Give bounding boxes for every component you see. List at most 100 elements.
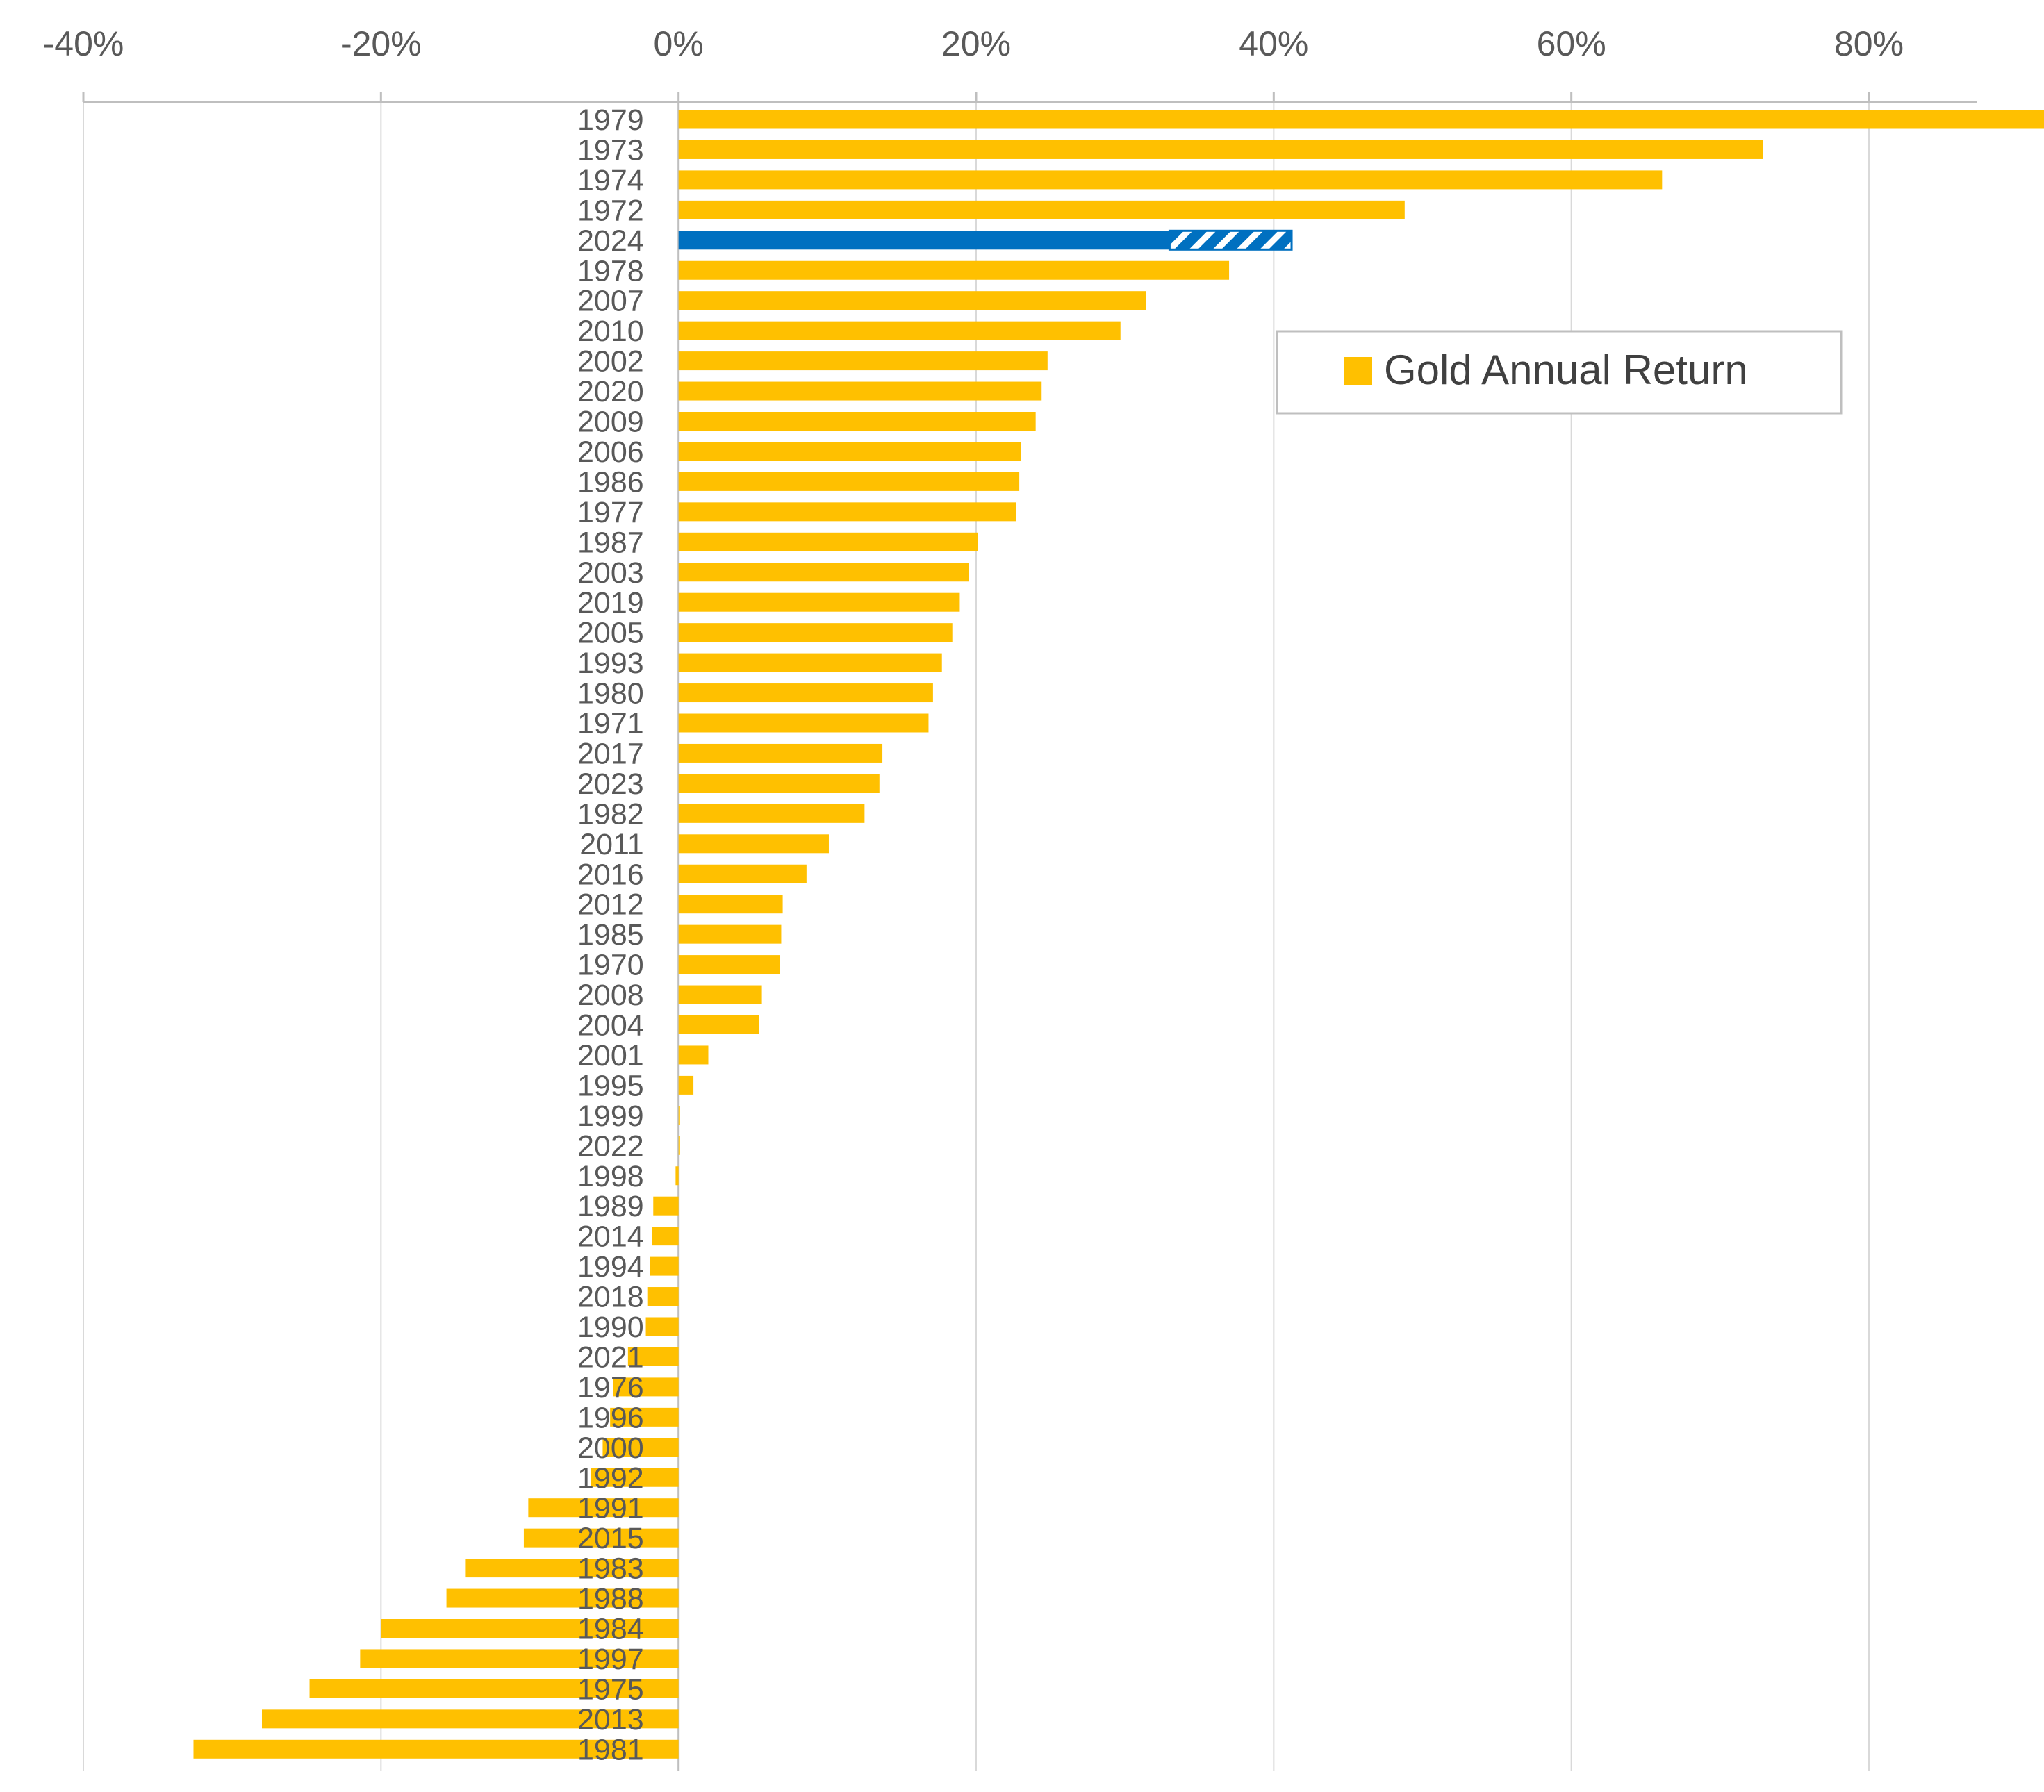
bar-1977 <box>678 502 1016 522</box>
bar-1984 <box>381 1619 679 1638</box>
bar-1986 <box>678 472 1020 491</box>
category-label: 2012 <box>577 888 644 922</box>
category-label: 1980 <box>577 677 644 711</box>
category-label: 2013 <box>577 1703 644 1736</box>
bar-2006 <box>678 442 1021 461</box>
category-label: 1979 <box>577 103 644 137</box>
bar-2009 <box>678 412 1036 431</box>
category-label: 1970 <box>577 949 644 982</box>
category-label: 2008 <box>577 979 644 1012</box>
category-label: 1974 <box>577 164 644 197</box>
bar-2016 <box>678 864 807 883</box>
category-label: 1973 <box>577 133 644 167</box>
bar-2012 <box>678 895 783 914</box>
category-label: 1998 <box>577 1160 644 1193</box>
bar-1970 <box>678 955 780 974</box>
category-label: 2019 <box>577 586 644 620</box>
category-labels: 1979197319741972202419782007201020022020… <box>577 103 644 1766</box>
bar-1989 <box>653 1196 679 1216</box>
bar-1980 <box>678 683 933 703</box>
bar-2014 <box>652 1227 679 1246</box>
category-label: 1978 <box>577 254 644 288</box>
category-label: 1991 <box>577 1492 644 1525</box>
bar-2018 <box>647 1287 679 1306</box>
bar-1971 <box>678 713 929 733</box>
category-label: 1988 <box>577 1582 644 1616</box>
category-label: 1976 <box>577 1371 644 1404</box>
x-axis: -40%-20%0%20%40%60%80%100%120% <box>43 24 1977 103</box>
category-label: 1985 <box>577 918 644 952</box>
bar-1987 <box>678 532 978 551</box>
bar-2005 <box>678 623 953 642</box>
bar-1976 <box>613 1377 679 1397</box>
bar-2024 <box>678 231 1170 250</box>
bar-1990 <box>645 1317 679 1336</box>
category-label: 1992 <box>577 1461 644 1495</box>
x-tick-label: 80% <box>1834 24 1904 63</box>
bar-1996 <box>610 1407 679 1427</box>
bars <box>193 110 2044 1759</box>
bar-1983 <box>465 1559 679 1578</box>
category-label: 2022 <box>577 1129 644 1163</box>
bar-1973 <box>678 140 1763 159</box>
category-label: 2005 <box>577 617 644 650</box>
category-label: 2016 <box>577 858 644 891</box>
bar-1985 <box>678 924 782 944</box>
bar-2004 <box>678 1015 759 1034</box>
category-label: 1983 <box>577 1552 644 1586</box>
x-tick-label: 0% <box>654 24 704 63</box>
legend-label: Gold Annual Return <box>1384 347 1748 393</box>
category-label: 2023 <box>577 768 644 801</box>
category-label: 2003 <box>577 556 644 590</box>
bar-2002 <box>678 351 1048 371</box>
category-label: 1982 <box>577 797 644 831</box>
category-label: 1999 <box>577 1100 644 1133</box>
bar-1999 <box>678 1106 680 1125</box>
bar-2001 <box>678 1045 709 1065</box>
category-label: 1975 <box>577 1673 644 1706</box>
category-label: 2015 <box>577 1522 644 1555</box>
bar-2019 <box>678 592 960 612</box>
category-label: 2011 <box>579 828 643 861</box>
category-label: 2007 <box>577 285 644 318</box>
x-tick-label: 60% <box>1537 24 1606 63</box>
category-label: 2020 <box>577 375 644 408</box>
category-label: 1984 <box>577 1613 644 1646</box>
category-label: 1993 <box>577 647 644 680</box>
bar-2010 <box>678 321 1121 340</box>
bar-1975 <box>309 1679 679 1698</box>
bar-1972 <box>678 200 1405 219</box>
bar-2003 <box>678 563 969 582</box>
category-label: 1997 <box>577 1643 644 1676</box>
category-label: 2021 <box>577 1341 644 1374</box>
category-label: 1994 <box>577 1250 644 1284</box>
bar-2013 <box>262 1709 679 1729</box>
bar-2011 <box>678 834 829 854</box>
bar-2020 <box>678 381 1042 401</box>
bar-1998 <box>675 1166 679 1186</box>
x-tick-label: -20% <box>340 24 422 63</box>
x-tick-label: 40% <box>1239 24 1308 63</box>
x-tick-label: -40% <box>43 24 124 63</box>
bar-1997 <box>360 1649 679 1668</box>
category-label: 2017 <box>577 737 644 770</box>
bar-1993 <box>678 653 942 672</box>
bar-2022 <box>678 1136 680 1155</box>
bar-2008 <box>678 985 762 1004</box>
bar-1994 <box>650 1256 679 1276</box>
category-label: 2009 <box>577 406 644 439</box>
bar-1982 <box>678 804 865 823</box>
bar-1988 <box>446 1588 679 1608</box>
bar-1979 <box>678 110 2044 129</box>
bar-1974 <box>678 170 1663 190</box>
legend-swatch <box>1344 357 1372 385</box>
x-tick-label: 20% <box>941 24 1011 63</box>
legend: Gold Annual Return <box>1276 330 1843 415</box>
category-label: 1989 <box>577 1190 644 1223</box>
bar-1992 <box>591 1468 679 1487</box>
category-label: 2002 <box>577 345 644 379</box>
category-label: 1981 <box>577 1733 644 1766</box>
category-label: 1972 <box>577 194 644 227</box>
